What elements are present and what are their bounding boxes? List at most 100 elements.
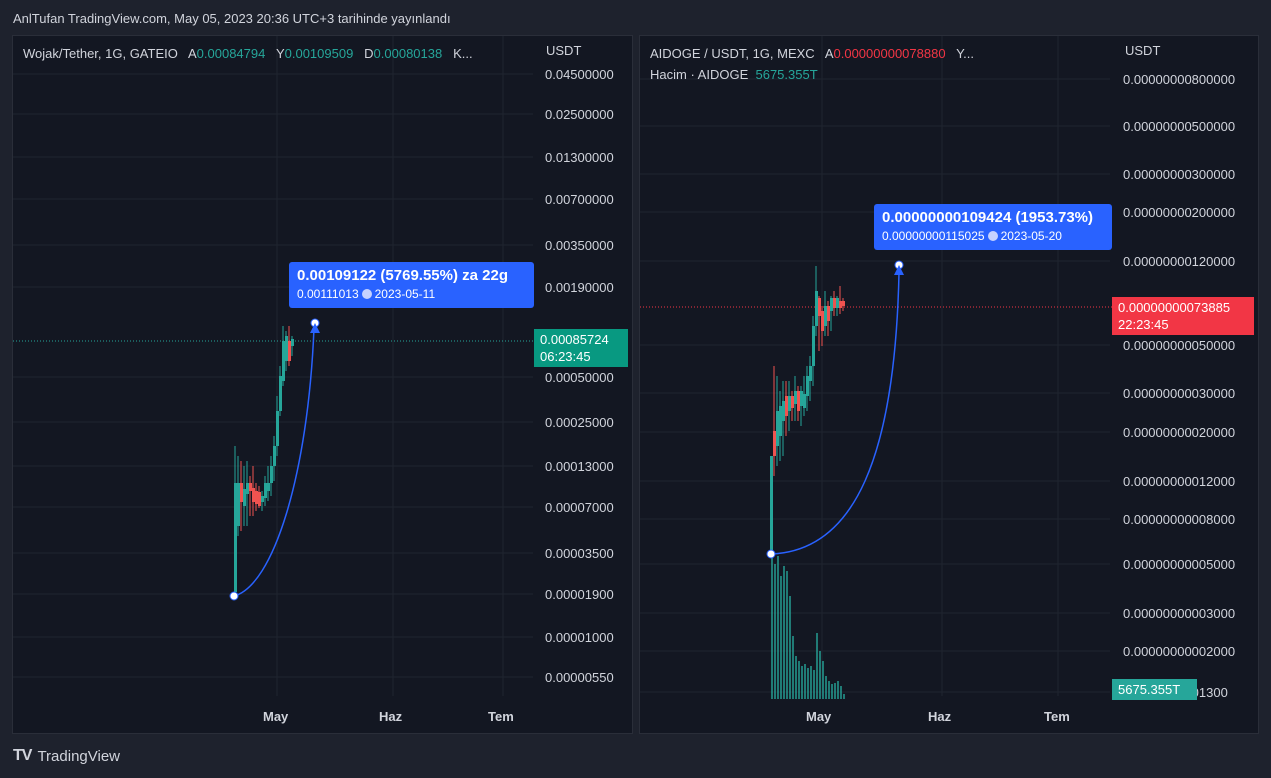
measure-curve <box>233 327 315 597</box>
candle <box>824 306 827 326</box>
candle <box>270 466 273 483</box>
left-high-value: 0.00109509 <box>284 46 354 61</box>
candle <box>797 391 800 411</box>
left-chart-canvas[interactable] <box>13 36 634 735</box>
candle <box>791 396 794 408</box>
anchor-point-start <box>229 591 239 601</box>
right-ytick: 0.00000000020000 <box>1123 425 1236 440</box>
right-measure-callout[interactable]: 0.00000000109424 (1953.73%) 0.0000000011… <box>874 204 1112 250</box>
candle <box>842 301 845 306</box>
volume-bar <box>792 636 794 699</box>
right-ytick: 0.00000000003000 <box>1123 606 1236 621</box>
right-unit-label: USDT <box>1125 43 1161 58</box>
candle <box>803 394 806 408</box>
candle <box>788 396 791 411</box>
left-ytick: 0.00001900 <box>545 587 614 602</box>
arrowhead <box>310 323 320 333</box>
candle <box>839 301 842 308</box>
volume-bar <box>819 651 821 699</box>
clock-icon <box>987 231 998 241</box>
candle <box>240 483 243 502</box>
right-ytick: 0.00000000500000 <box>1123 119 1236 134</box>
right-ytick: 0.00000000050000 <box>1123 338 1236 353</box>
candle <box>237 483 240 526</box>
right-chart-pane[interactable]: AIDOGE / USDT, 1G, MEXC A0.0000000007888… <box>639 35 1259 734</box>
volume-bar <box>789 596 791 699</box>
volume-bar <box>777 556 779 699</box>
tradingview-logo-icon: TV <box>13 747 32 764</box>
right-volume-tag: 5675.355T <box>1112 679 1197 700</box>
candle <box>776 411 779 446</box>
left-unit-label: USDT <box>546 43 582 58</box>
left-measure-callout[interactable]: 0.00109122 (5769.55%) za 22g 0.00111013 2… <box>289 262 534 308</box>
right-chart-canvas[interactable] <box>640 36 1260 735</box>
volume-bar <box>795 656 797 699</box>
volume-bar <box>828 681 830 699</box>
candle <box>773 431 776 456</box>
right-symbol[interactable]: AIDOGE / USDT, 1G, MEXC <box>650 46 815 61</box>
volume-bar <box>786 571 788 699</box>
left-ytick: 0.00007000 <box>545 500 614 515</box>
candle <box>812 326 815 366</box>
candle <box>246 483 249 494</box>
volume-bar <box>807 668 809 699</box>
candle <box>288 341 291 361</box>
left-ytick: 0.00190000 <box>545 280 614 295</box>
candle <box>276 411 279 446</box>
left-ytick: 0.00350000 <box>545 238 614 253</box>
right-legend: AIDOGE / USDT, 1G, MEXC A0.0000000007888… <box>650 46 975 61</box>
left-chart-pane[interactable]: Wojak/Tether, 1G, GATEIO A0.00084794 Y0.… <box>12 35 633 734</box>
right-ytick: 0.00000000800000 <box>1123 72 1236 87</box>
left-symbol[interactable]: Wojak/Tether, 1G, GATEIO <box>23 46 178 61</box>
candle <box>258 492 261 506</box>
left-ytick: 0.01300000 <box>545 150 614 165</box>
left-ytick: 0.00013000 <box>545 459 614 474</box>
candle <box>800 391 803 406</box>
left-ytick: 0.00003500 <box>545 546 614 561</box>
footer-brand-name: TradingView <box>37 747 120 765</box>
candle <box>252 488 255 502</box>
volume-bar <box>816 633 818 699</box>
left-last-price-tag: 0.00085724 06:23:45 <box>534 329 628 367</box>
candle <box>273 446 276 466</box>
volume-bar <box>798 661 800 699</box>
anchor-point-start <box>766 549 776 559</box>
candle <box>234 483 237 592</box>
right-ytick: 0.00000000030000 <box>1123 386 1236 401</box>
volume-bar <box>783 566 785 699</box>
candle <box>818 298 821 316</box>
left-ytick: 0.04500000 <box>545 67 614 82</box>
right-xtick-tem: Tem <box>1044 709 1070 724</box>
candle <box>830 298 833 311</box>
right-last-price-tag: 0.00000000073885 22:23:45 <box>1112 297 1254 335</box>
left-xtick-tem: Tem <box>488 709 514 724</box>
candle <box>285 336 288 361</box>
left-xtick-haz: Haz <box>379 709 403 724</box>
volume-bar <box>825 676 827 699</box>
right-xtick-may: May <box>806 709 832 724</box>
volume-bar <box>810 666 812 699</box>
candle <box>779 406 782 436</box>
candle <box>836 298 839 308</box>
footer-brand[interactable]: TV TradingView <box>13 747 120 765</box>
candle <box>255 491 258 504</box>
candle <box>821 311 824 331</box>
left-ytick: 0.02500000 <box>545 107 614 122</box>
left-legend: Wojak/Tether, 1G, GATEIO A0.00084794 Y0.… <box>23 46 473 61</box>
left-ytick: 0.00000550 <box>545 670 614 685</box>
volume-bar <box>813 670 815 699</box>
published-header: AnlTufan TradingView.com, May 05, 2023 2… <box>13 11 451 26</box>
candle <box>833 298 836 308</box>
right-xtick-haz: Haz <box>928 709 952 724</box>
candle <box>249 483 252 491</box>
volume-bar <box>801 666 803 699</box>
volume-bar <box>837 681 839 699</box>
right-ytick: 0.00000000002000 <box>1123 644 1236 659</box>
candle <box>827 306 830 321</box>
left-open-value: 0.00084794 <box>196 46 266 61</box>
left-ytick: 0.00001000 <box>545 630 614 645</box>
candle <box>782 401 785 421</box>
candle <box>261 496 264 502</box>
candle <box>785 396 788 416</box>
candle <box>243 489 246 506</box>
